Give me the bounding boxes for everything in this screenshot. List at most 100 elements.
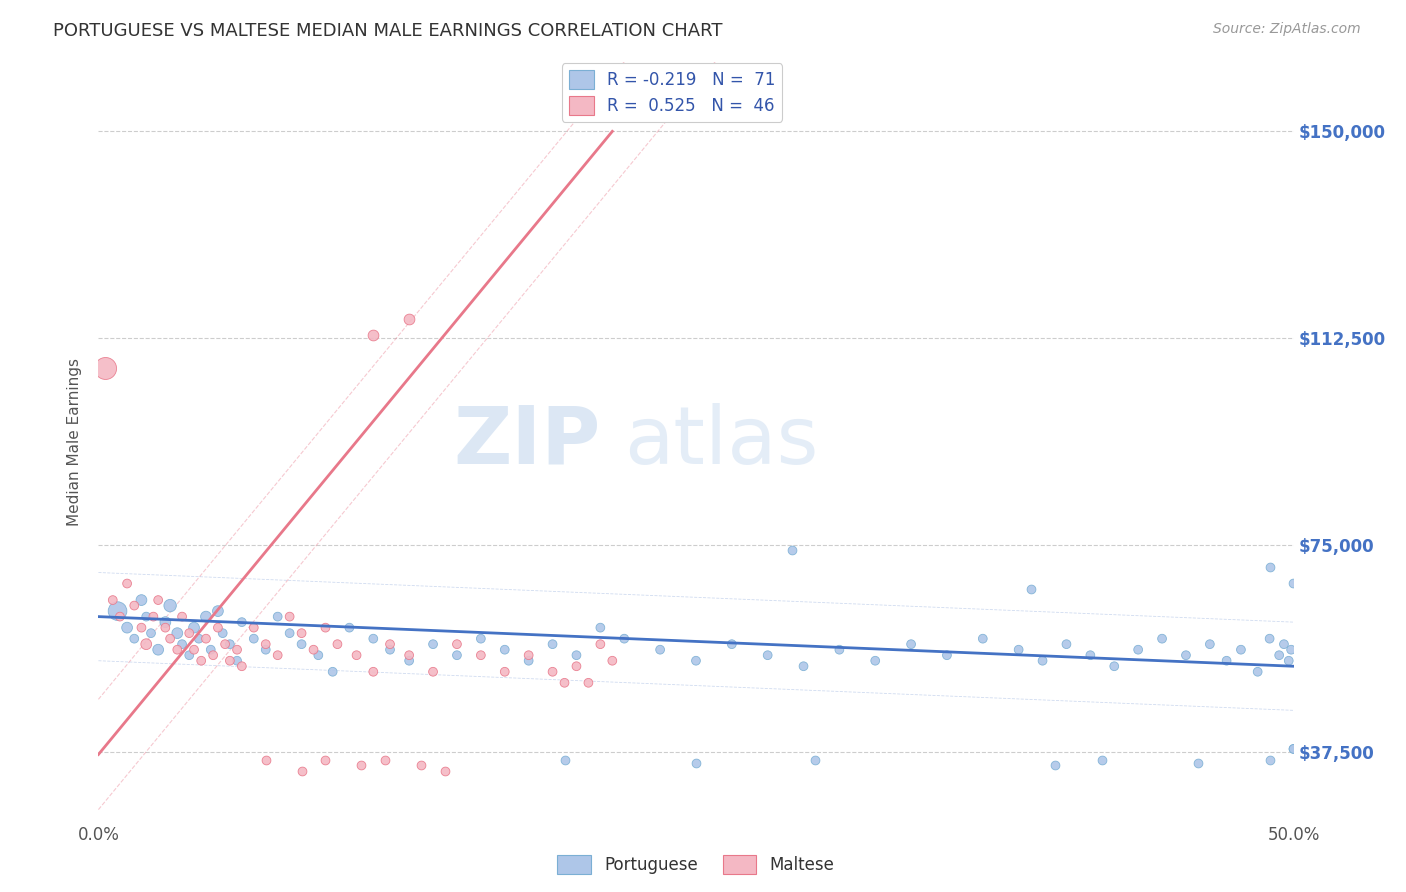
Point [363, 665, 385, 679]
Point [1282, 742, 1305, 756]
Point [155, 621, 177, 635]
Point [322, 665, 344, 679]
Point [470, 648, 492, 663]
Point [307, 648, 329, 663]
Point [1104, 659, 1126, 673]
Text: PORTUGUESE VS MALTESE MEDIAN MALE EARNINGS CORRELATION CHART: PORTUGUESE VS MALTESE MEDIAN MALE EARNIN… [53, 22, 723, 40]
Point [211, 626, 233, 640]
Point [302, 642, 325, 657]
Point [219, 637, 242, 651]
Point [554, 675, 576, 690]
Point [183, 642, 205, 657]
Point [291, 764, 314, 778]
Legend: Portuguese, Maltese: Portuguese, Maltese [551, 848, 841, 880]
Point [565, 648, 588, 663]
Text: ZIP: ZIP [453, 402, 600, 481]
Point [1080, 648, 1102, 663]
Point [131, 621, 153, 635]
Point [1032, 654, 1054, 668]
Point [115, 621, 138, 635]
Point [793, 659, 815, 673]
Point [565, 659, 588, 673]
Point [422, 665, 444, 679]
Point [589, 621, 612, 635]
Point [517, 648, 540, 663]
Point [339, 621, 361, 635]
Point [350, 758, 373, 772]
Point [346, 648, 368, 663]
Point [115, 576, 138, 591]
Point [155, 615, 177, 629]
Point [1230, 642, 1253, 657]
Point [267, 648, 290, 663]
Point [1258, 560, 1281, 574]
Point [214, 637, 236, 651]
Point [108, 609, 131, 624]
Point [1175, 648, 1198, 663]
Point [231, 615, 253, 629]
Point [363, 632, 385, 646]
Point [179, 626, 201, 640]
Point [494, 642, 516, 657]
Point [135, 609, 157, 624]
Point [554, 753, 576, 767]
Point [721, 637, 744, 651]
Point [1215, 654, 1237, 668]
Point [183, 621, 205, 635]
Point [1187, 756, 1209, 770]
Point [1278, 654, 1301, 668]
Point [148, 642, 170, 657]
Point [278, 609, 301, 624]
Point [124, 599, 146, 613]
Point [254, 753, 277, 767]
Point [148, 593, 170, 607]
Point [101, 593, 124, 607]
Point [172, 609, 194, 624]
Point [1247, 665, 1270, 679]
Point [179, 648, 201, 663]
Point [254, 642, 277, 657]
Point [1282, 576, 1305, 591]
Point [446, 648, 468, 663]
Point [613, 632, 636, 646]
Point [107, 604, 129, 618]
Point [1019, 582, 1042, 596]
Point [541, 665, 564, 679]
Point [207, 604, 229, 618]
Point [685, 756, 707, 770]
Point [231, 659, 253, 673]
Point [470, 632, 492, 646]
Point [1056, 637, 1078, 651]
Point [398, 654, 420, 668]
Point [648, 642, 672, 657]
Point [1091, 753, 1114, 767]
Point [1152, 632, 1174, 646]
Point [326, 637, 349, 651]
Point [200, 642, 222, 657]
Y-axis label: Median Male Earnings: Median Male Earnings [67, 358, 83, 525]
Point [142, 609, 165, 624]
Point [1199, 637, 1222, 651]
Point [865, 654, 887, 668]
Point [374, 753, 396, 767]
Text: Source: ZipAtlas.com: Source: ZipAtlas.com [1213, 22, 1361, 37]
Point [804, 753, 827, 767]
Point [828, 642, 851, 657]
Point [195, 632, 218, 646]
Point [202, 648, 225, 663]
Point [517, 654, 540, 668]
Point [1128, 642, 1150, 657]
Point [1008, 642, 1031, 657]
Point [494, 665, 516, 679]
Point [1282, 742, 1305, 756]
Point [398, 311, 420, 326]
Point [1258, 632, 1281, 646]
Point [172, 637, 194, 651]
Point [243, 632, 266, 646]
Point [124, 632, 146, 646]
Point [131, 593, 153, 607]
Point [243, 621, 266, 635]
Point [291, 626, 314, 640]
Point [900, 637, 922, 651]
Point [190, 654, 212, 668]
